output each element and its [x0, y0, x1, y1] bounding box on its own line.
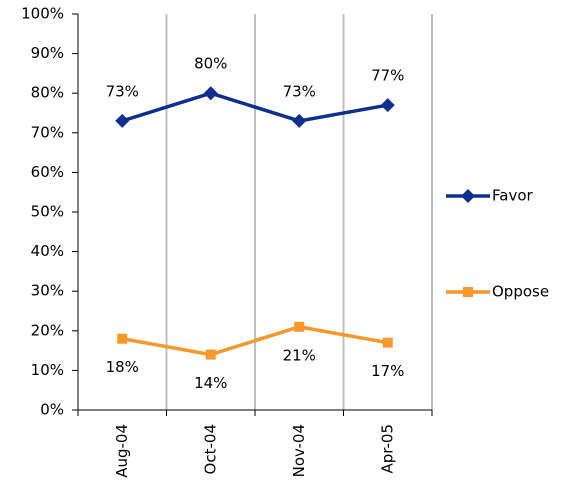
- y-tick-label: 40%: [31, 242, 64, 260]
- point: [117, 333, 128, 344]
- series-line: [121, 325, 389, 357]
- y-tick-label: 10%: [31, 361, 64, 379]
- data-label: 17%: [371, 362, 404, 380]
- data-label: 77%: [371, 67, 404, 85]
- y-tick-label: 60%: [31, 163, 64, 181]
- y-tick-label: 20%: [31, 321, 64, 339]
- point: [380, 98, 395, 113]
- point: [205, 349, 216, 360]
- y-tick-label: 80%: [31, 84, 64, 102]
- legend-label: Favor: [492, 187, 533, 205]
- y-tick-label: 30%: [31, 282, 64, 300]
- y-tick-label: 50%: [31, 203, 64, 221]
- data-label: 80%: [194, 55, 227, 73]
- point: [203, 86, 218, 101]
- data-label: 73%: [283, 82, 316, 100]
- x-tick-label: Apr-05: [378, 424, 396, 474]
- y-tick-label: 0%: [40, 401, 64, 419]
- series-line: [121, 91, 389, 123]
- data-label: 21%: [283, 346, 316, 364]
- data-label: 18%: [106, 358, 139, 376]
- point: [461, 189, 475, 203]
- y-tick-label: 70%: [31, 123, 64, 141]
- x-tick-label: Nov-04: [290, 424, 308, 477]
- point: [463, 287, 473, 297]
- point: [115, 113, 130, 128]
- x-tick-label: Oct-04: [201, 424, 219, 474]
- data-label: 73%: [106, 82, 139, 100]
- legend-label: Oppose: [492, 283, 549, 301]
- y-tick-label: 90%: [31, 44, 64, 62]
- x-tick-label: Aug-04: [113, 424, 131, 478]
- point: [292, 113, 307, 128]
- point: [382, 337, 393, 348]
- data-label: 14%: [194, 374, 227, 392]
- point: [294, 321, 305, 332]
- y-tick-label: 100%: [21, 5, 64, 23]
